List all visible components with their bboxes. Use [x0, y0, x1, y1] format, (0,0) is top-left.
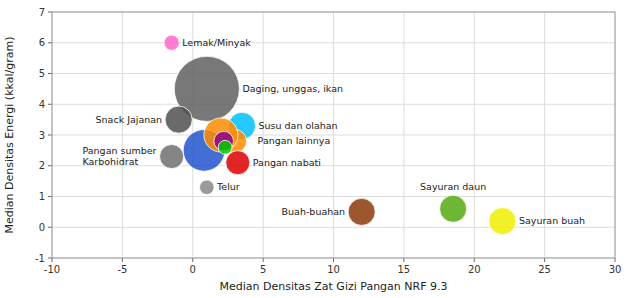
- tick-mark: [48, 135, 52, 136]
- bubble-label: Daging, unggas, ikan: [242, 83, 343, 94]
- tick-mark: [615, 258, 616, 262]
- bubble-label: Lemak/Minyak: [182, 37, 251, 48]
- bubble-label: Pangan sumberKarbohidrat: [82, 145, 156, 167]
- tick-label: 5: [260, 264, 266, 275]
- tick-label: 4: [39, 99, 45, 110]
- axes: -10-5051015202530-101234567: [35, 7, 621, 276]
- chart: -10-5051015202530-101234567Median Densit…: [0, 0, 629, 298]
- bubble: [200, 180, 215, 195]
- tick-mark: [333, 258, 334, 262]
- bubble-label: Pangan lainnya: [258, 135, 331, 146]
- grid-line: [52, 227, 615, 228]
- tick-label: 0: [190, 264, 196, 275]
- bubble: [348, 198, 375, 225]
- plot-frame: [52, 12, 615, 258]
- labels: Lemak/Minyak Daging, unggas, ikan Snack Ja…: [82, 37, 585, 226]
- grid-line: [52, 73, 615, 74]
- bubble-label: Telur: [216, 181, 240, 192]
- tick-label: 25: [538, 264, 551, 275]
- tick-mark: [48, 165, 52, 166]
- tick-label: -5: [117, 264, 127, 275]
- tick-label: 2: [39, 160, 45, 171]
- grid: [52, 12, 615, 258]
- tick-label: 10: [327, 264, 340, 275]
- bubble-label: Sayuran daun: [420, 181, 486, 192]
- bubble-label: Pangan nabati: [253, 157, 321, 168]
- bubble: [489, 208, 516, 235]
- bubble: [226, 151, 250, 175]
- tick-mark: [263, 258, 264, 262]
- bubble: [160, 144, 184, 168]
- bubble-label: Sayuran buah: [519, 215, 585, 226]
- tick-mark: [48, 73, 52, 74]
- tick-label: 3: [39, 130, 45, 141]
- tick-mark: [48, 42, 52, 43]
- bubble: [440, 195, 467, 222]
- tick-mark: [48, 12, 52, 13]
- tick-mark: [403, 258, 404, 262]
- tick-label: 30: [609, 264, 622, 275]
- bubble-label: Susu dan olahan: [259, 120, 338, 131]
- y-axis-label: Median Densitas Energi (kkal/gram): [3, 37, 16, 234]
- x-axis-label: Median Densitas Zat Gizi Pangan NRF 9.3: [219, 280, 447, 293]
- tick-mark: [48, 196, 52, 197]
- grid-line: [52, 104, 615, 105]
- grid-line: [52, 42, 615, 43]
- bubble: [164, 35, 179, 50]
- tick-label: 6: [39, 37, 45, 48]
- tick-mark: [48, 104, 52, 105]
- tick-mark: [192, 258, 193, 262]
- tick-label: 5: [39, 68, 45, 79]
- tick-mark: [48, 258, 52, 259]
- tick-mark: [544, 258, 545, 262]
- tick-label: 0: [39, 222, 45, 233]
- tick-label: 7: [39, 7, 45, 18]
- tick-label: -1: [35, 253, 45, 264]
- tick-mark: [122, 258, 123, 262]
- tick-label: 15: [398, 264, 411, 275]
- grid-line: [52, 135, 615, 136]
- bubble: [165, 106, 192, 133]
- bubble-label: Buah-buahan: [282, 206, 346, 217]
- tick-mark: [48, 227, 52, 228]
- bubble: [218, 140, 232, 154]
- tick-label: 1: [39, 191, 45, 202]
- tick-mark: [52, 258, 53, 262]
- tick-label: -10: [44, 264, 60, 275]
- grid-line: [52, 196, 615, 197]
- bubbles: [160, 35, 516, 234]
- bubble-label: Snack Jajanan: [96, 114, 163, 125]
- tick-label: 20: [468, 264, 481, 275]
- tick-mark: [474, 258, 475, 262]
